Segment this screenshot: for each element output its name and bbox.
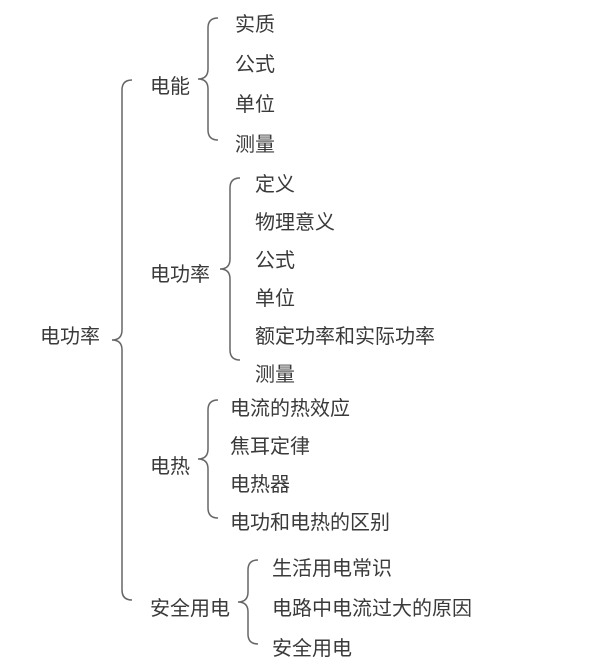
branch-brace — [220, 178, 246, 360]
leaf-label: 定义 — [255, 168, 295, 197]
leaf-label: 公式 — [235, 48, 275, 77]
root-brace — [110, 80, 138, 600]
branch-label: 电能 — [150, 70, 190, 99]
leaf-label: 单位 — [255, 282, 295, 311]
leaf-label: 实质 — [235, 8, 275, 37]
leaf-label: 电热器 — [230, 468, 290, 497]
branch-brace — [240, 560, 264, 644]
branch-label: 安全用电 — [150, 592, 230, 621]
leaf-label: 生活用电常识 — [272, 552, 392, 581]
branch-label: 电热 — [150, 450, 190, 479]
leaf-label: 单位 — [235, 88, 275, 117]
leaf-label: 电功和电热的区别 — [230, 506, 390, 535]
leaf-label: 测量 — [255, 358, 295, 387]
branch-brace — [200, 18, 224, 140]
leaf-label: 物理意义 — [255, 206, 335, 235]
branch-brace — [200, 400, 224, 518]
branch-label: 电功率 — [150, 258, 210, 287]
root-label: 电功率 — [40, 320, 100, 349]
leaf-label: 公式 — [255, 244, 295, 273]
leaf-label: 焦耳定律 — [230, 430, 310, 459]
leaf-label: 测量 — [235, 128, 275, 157]
leaf-label: 电流的热效应 — [230, 392, 350, 421]
leaf-label: 安全用电 — [272, 632, 352, 661]
leaf-label: 电路中电流过大的原因 — [272, 592, 472, 621]
leaf-label: 额定功率和实际功率 — [255, 320, 435, 349]
